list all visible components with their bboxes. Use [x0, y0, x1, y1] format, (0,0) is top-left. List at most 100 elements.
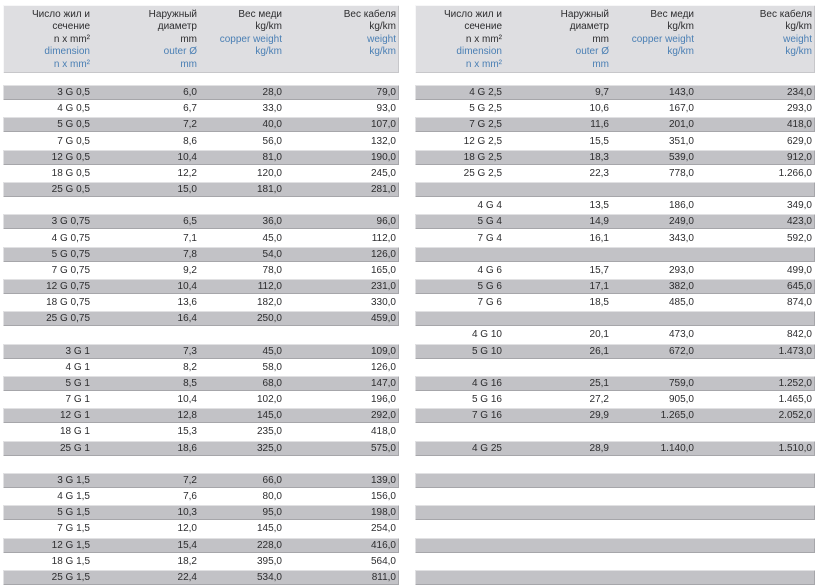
cable-weight-cell: 234,0 — [786, 87, 812, 99]
outer-diameter-cell: 27,2 — [589, 394, 609, 406]
table-row: 4 G 25 28,9 1.140,0 1.510,0 — [415, 440, 815, 457]
outer-diameter-cell: 18,3 — [589, 151, 609, 163]
dimension-cell: 12 G 0,75 — [46, 281, 90, 292]
header-col-copper-weight: Вес меди kg/km copper weight kg/km — [612, 9, 697, 73]
cable-weight-cell: 349,0 — [786, 200, 812, 212]
dimension-cell: 18 G 1 — [59, 426, 90, 438]
cable-weight-cell: 330,0 — [370, 297, 396, 309]
spacer-row — [415, 472, 815, 490]
dimension-cell: 18 G 1,5 — [51, 555, 90, 567]
dimension-cell: 4 G 25 — [471, 442, 502, 454]
cable-weight-cell: 156,0 — [370, 491, 396, 503]
dimension-cell: 5 G 6 — [477, 281, 502, 292]
dimension-cell: 25 G 1 — [59, 442, 90, 454]
header-col-cable-weight: Вес кабеля kg/km weight kg/km — [285, 9, 399, 73]
cable-weight-cell: 245,0 — [370, 167, 396, 179]
cable-weight-cell: 811,0 — [371, 571, 396, 583]
table-row: 25 G 1,5 22,4 534,0 811,0 — [3, 569, 399, 586]
table-row: 5 G 10 26,1 672,0 1.473,0 — [415, 343, 815, 360]
spacer-row — [415, 537, 815, 554]
header-line: Вес кабеля — [343, 9, 396, 20]
outer-diameter-cell: 10,4 — [177, 281, 197, 292]
cable-weight-cell: 231,0 — [370, 281, 396, 292]
header-line-en: kg/km — [255, 46, 282, 58]
outer-diameter-cell: 15,4 — [177, 539, 197, 551]
copper-weight-cell: 250,0 — [256, 313, 282, 325]
dimension-cell: 4 G 1,5 — [57, 491, 90, 503]
spacer-row — [3, 198, 399, 215]
table-row: 7 G 4 16,1 343,0 592,0 — [415, 230, 815, 247]
outer-diameter-cell: 25,1 — [589, 377, 609, 389]
table-row: 4 G 1,5 7,6 80,0 156,0 — [3, 489, 399, 506]
header-line: Число жил и — [443, 9, 502, 20]
outer-diameter-cell: 7,2 — [183, 119, 197, 131]
table-row: 7 G 0,5 8,6 56,0 132,0 — [3, 133, 399, 150]
header-line: диаметр — [569, 21, 609, 33]
copper-weight-cell: 95,0 — [262, 507, 282, 519]
cable-weight-cell: 107,0 — [370, 119, 396, 131]
copper-weight-cell: 382,0 — [668, 281, 694, 292]
table-row: 4 G 6 15,7 293,0 499,0 — [415, 262, 815, 279]
dimension-cell: 4 G 6 — [477, 264, 502, 276]
table-row: 5 G 0,75 7,8 54,0 126,0 — [3, 246, 399, 263]
copper-weight-cell: 235,0 — [256, 426, 282, 438]
cable-weight-cell: 96,0 — [376, 216, 396, 228]
header-line-en: weight — [367, 33, 396, 45]
header-line-en: dimension — [456, 46, 502, 58]
outer-diameter-cell: 29,9 — [589, 410, 609, 422]
spacer-row — [415, 569, 815, 586]
cable-weight-cell: 196,0 — [370, 394, 396, 406]
cable-weight-cell: 416,0 — [370, 539, 396, 551]
cable-weight-cell: 564,0 — [370, 555, 396, 567]
header-line: диаметр — [157, 21, 197, 33]
header-line-en: mm — [180, 58, 197, 70]
table-row: 4 G 1 8,2 58,0 126,0 — [3, 359, 399, 376]
cable-weight-cell: 1.266,0 — [778, 167, 812, 179]
table-row: 7 G 1,5 12,0 145,0 254,0 — [3, 521, 399, 538]
cable-weight-cell: 190,0 — [370, 151, 396, 163]
dimension-cell: 7 G 0,75 — [51, 264, 90, 276]
spacer-row — [415, 424, 815, 441]
outer-diameter-cell: 7,1 — [183, 232, 197, 244]
outer-diameter-cell: 22,3 — [589, 167, 609, 179]
spacer-row — [415, 246, 815, 263]
outer-diameter-cell: 18,5 — [589, 297, 609, 309]
copper-weight-cell: 80,0 — [262, 491, 282, 503]
copper-weight-cell: 45,0 — [262, 232, 282, 244]
dimension-cell: 3 G 0,5 — [57, 87, 90, 99]
copper-weight-cell: 395,0 — [256, 555, 282, 567]
table-row: 12 G 2,5 15,5 351,0 629,0 — [415, 133, 815, 150]
outer-diameter-cell: 10,3 — [177, 507, 197, 519]
spacer-row — [415, 359, 815, 376]
dimension-cell: 12 G 2,5 — [463, 135, 502, 147]
cable-weight-cell: 281,0 — [370, 184, 396, 196]
copper-weight-cell: 143,0 — [668, 87, 694, 99]
outer-diameter-cell: 10,4 — [177, 151, 197, 163]
table-row: 25 G 2,5 22,3 778,0 1.266,0 — [415, 165, 815, 182]
copper-weight-cell: 485,0 — [668, 297, 694, 309]
dimension-cell: 7 G 16 — [471, 410, 502, 422]
copper-weight-cell: 58,0 — [262, 361, 282, 373]
header-line: kg/km — [255, 21, 282, 33]
copper-weight-cell: 293,0 — [668, 264, 694, 276]
header-line-en: weight — [783, 33, 812, 45]
dimension-cell: 5 G 2,5 — [469, 103, 502, 115]
header-line: n x mm² — [465, 33, 502, 45]
header-col-cable-weight: Вес кабеля kg/km weight kg/km — [697, 9, 815, 73]
dimension-cell: 7 G 0,5 — [57, 135, 90, 147]
cable-weight-cell: 292,0 — [370, 410, 396, 422]
copper-weight-cell: 539,0 — [668, 151, 694, 163]
copper-weight-cell: 534,0 — [256, 571, 282, 583]
cable-weight-cell: 198,0 — [370, 507, 396, 519]
table-row: 12 G 1 12,8 145,0 292,0 — [3, 408, 399, 425]
header-line: Число жил и — [31, 9, 90, 20]
dimension-cell: 7 G 1,5 — [57, 523, 90, 535]
cable-weight-cell: 165,0 — [370, 264, 396, 276]
cable-weight-cell: 629,0 — [786, 135, 812, 147]
copper-weight-cell: 33,0 — [262, 103, 282, 115]
copper-weight-cell: 759,0 — [668, 377, 694, 389]
table-row: 3 G 1,5 7,2 66,0 139,0 — [3, 472, 399, 490]
cable-weight-cell: 139,0 — [370, 474, 396, 486]
table-row: 5 G 6 17,1 382,0 645,0 — [415, 278, 815, 296]
copper-weight-cell: 182,0 — [256, 297, 282, 309]
